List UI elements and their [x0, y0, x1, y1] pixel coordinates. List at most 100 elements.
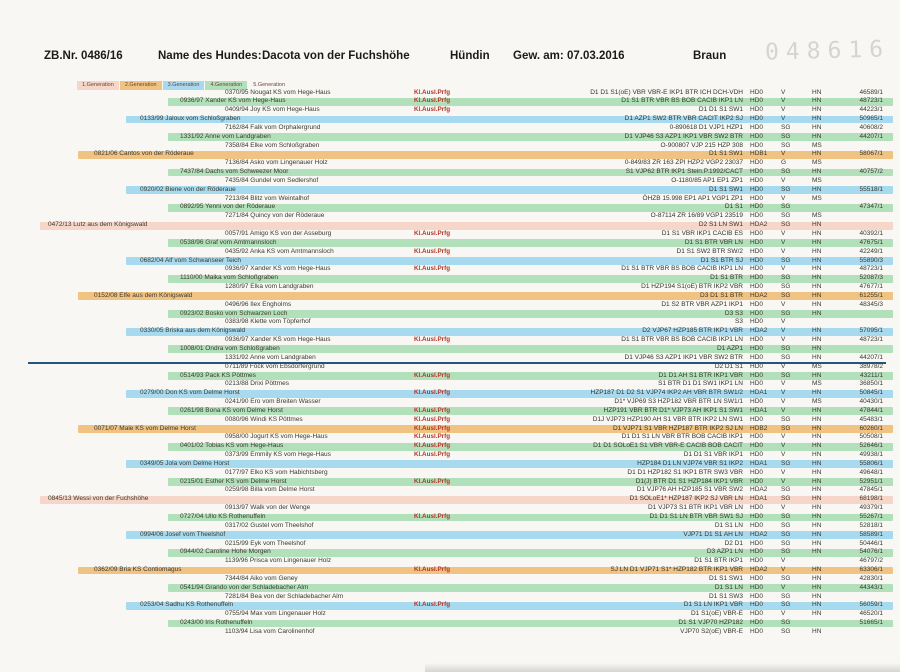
ancestor-name: 7344/84 Aiko vom Geney	[225, 574, 298, 582]
pedigree-row: 0279/00 Don KS vom Delme Horst Kl.Ausl.Pr…	[0, 389, 900, 398]
pedigree-row: 0936/97 Xander KS vom Hege-Haus Kl.Ausl.P…	[0, 265, 900, 274]
pedigree-row: 0538/96 Graf vom Amtmannsloch D1 S1 BTR V…	[0, 239, 900, 248]
hd-value: HD0	[750, 159, 764, 167]
titles-and-tests: D1 D1 HZP182 S1 IKP1 BTR SW3 VBR	[627, 468, 743, 476]
registry-value: MS	[812, 362, 822, 370]
hd-value: HD0	[750, 141, 764, 149]
kl-ausl-prfg-label: Kl.Ausl.Prfg	[414, 389, 451, 397]
pedigree-row: 7213/84 Blitz vom Weintalhof ÖHZB 15.998 …	[0, 195, 900, 204]
ancestor-name: 0349/05 Jola vom Delme Horst	[140, 459, 230, 467]
hd-value: HD0	[750, 300, 764, 308]
ancestor-name: 7435/84 Gundel vom Sedlershof	[225, 176, 319, 184]
generation-legend: 1.Generation 2.Generation 3.Generation 4.Ge…	[77, 73, 291, 91]
ancestor-name: 0080/96 Windi KS Pöttmes	[225, 415, 303, 423]
hd-value: HD0	[750, 212, 764, 220]
hd-value: HD0	[750, 398, 764, 406]
ancestor-name: 0279/00 Don KS vom Delme Horst	[140, 389, 240, 397]
ancestor-name: 0370/95 Nougat KS vom Hege-Haus	[225, 88, 331, 96]
hd-value: HDA2	[750, 221, 768, 229]
ancestor-name: 0755/94 Max vom Lingenauer Holz	[225, 610, 326, 618]
kl-ausl-prfg-label: Kl.Ausl.Prfg	[414, 97, 451, 105]
grade-value: V	[781, 327, 786, 335]
ancestor-name: 0821/06 Cantos von der Röderaue	[94, 150, 194, 158]
hd-value: HD0	[750, 176, 764, 184]
pedigree-row: 0259/98 Billa vom Delme Horst D1 VJP76 AH…	[0, 486, 900, 495]
grade-value: V	[781, 176, 786, 184]
kl-ausl-prfg-label: Kl.Ausl.Prfg	[414, 451, 451, 459]
ancestor-name: 0711/89 Fock vom Ebsdorfergrund	[225, 362, 325, 370]
grade-value: V	[781, 247, 786, 255]
pedigree-row: 1103/94 Lisa vom Carolinenhof VJP70 S2(oE…	[0, 628, 900, 637]
grade-value: SG	[781, 521, 791, 529]
zb-number-value: 40430/1	[859, 398, 884, 406]
zb-number-value: 57095/1	[859, 327, 884, 335]
grade-value: V	[781, 150, 786, 158]
titles-and-tests: D3 S3	[724, 309, 743, 317]
pedigree-row: 0958/00 Jogurt KS vom Hege-Haus Kl.Ausl.P…	[0, 433, 900, 442]
zb-number-value: 42249/1	[859, 247, 884, 255]
titles-and-tests: HZP184 D1 LN VJP74 VBR S1 IKP2	[637, 459, 743, 467]
titles-and-tests: D1(J) BTR D1 S1 HZP184 IKP1 VBR	[635, 477, 743, 485]
ancestor-name: 0330/05 Briska aus dem Königswald	[140, 327, 246, 335]
legend-item: 4.Generation	[205, 80, 248, 90]
ancestor-name: 7162/84 Falk vom Orphalergrund	[225, 123, 321, 131]
ancestor-name: 0261/98 Bona KS vom Delme Horst	[180, 406, 283, 414]
perforation-number: 048616	[764, 36, 891, 66]
generation-band	[168, 274, 893, 283]
registry-value: HN	[812, 106, 822, 114]
hd-value: HD0	[750, 601, 764, 609]
ancestor-name: 1331/92 Anne vom Landgraben	[180, 132, 271, 140]
grade-value: V	[781, 115, 786, 123]
titles-and-tests: VJP70 S2(oE) VBR-E	[680, 627, 743, 635]
hd-value: HDB2	[750, 424, 768, 432]
hd-value: HD0	[750, 132, 764, 140]
grade-value: V	[781, 389, 786, 397]
ancestor-name: 7358/84 Elke vom Schloßgraben	[225, 141, 320, 149]
sire-dam-divider	[28, 362, 886, 364]
titles-and-tests: D2 VJP67 HZP185 BTR IKP1 VBR	[642, 327, 743, 335]
generation-band	[168, 513, 893, 522]
generation-band	[168, 548, 893, 557]
zb-number-value: 55890/3	[859, 256, 884, 264]
zb-number-value: 47845/1	[859, 486, 884, 494]
titles-and-tests: D1 S1	[724, 203, 743, 211]
legend-item: 3.Generation	[162, 80, 205, 90]
pedigree-row: 0711/89 Fock vom Ebsdorfergrund D2 D1 S1 H…	[0, 363, 900, 372]
generation-band	[168, 97, 893, 106]
generation-band	[168, 478, 893, 486]
registry-value: HN	[812, 344, 822, 352]
kl-ausl-prfg-label: Kl.Ausl.Prfg	[414, 513, 451, 520]
grade-value: V	[781, 504, 786, 512]
titles-and-tests: D1 S1 BTR VBR LN	[684, 238, 743, 246]
grade-value: V	[781, 477, 786, 485]
pedigree-rows: 0370/95 Nougat KS vom Hege-Haus Kl.Ausl.P…	[0, 89, 900, 637]
grade-value: SG	[781, 619, 791, 627]
hd-value: HD0	[750, 433, 764, 441]
titles-and-tests: D1 S1 SW2 BTR SW/2	[676, 247, 743, 255]
pedigree-row: 0261/98 Bona KS vom Delme Horst Kl.Ausl.P…	[0, 407, 900, 416]
zb-number-value: 45483/1	[859, 415, 884, 423]
pedigree-row: 0057/91 Amigo KS von der Asseburg Kl.Ausl…	[0, 230, 900, 239]
grade-value: SG	[781, 283, 791, 291]
grade-value: V	[781, 106, 786, 114]
pedigree-row: 0435/92 Anka KS vom Amtmannsloch Kl.Ausl.…	[0, 248, 900, 257]
pedigree-row: 7271/84 Quincy von der Röderaue O-87114 Z…	[0, 212, 900, 221]
hd-value: HD0	[750, 557, 764, 565]
grade-value: V	[781, 468, 786, 476]
grade-value: V	[781, 566, 786, 574]
pedigree-row: 7437/84 Dachs vom Schweezer Moor S1 VJP62…	[0, 168, 900, 177]
titles-and-tests: O-900807 VJP 215 HZP 308	[660, 141, 743, 149]
kl-ausl-prfg-label: Kl.Ausl.Prfg	[414, 106, 451, 114]
zb-number-value: 46520/1	[859, 610, 884, 618]
grade-value: V	[781, 194, 786, 202]
grade-value: SG	[781, 168, 791, 176]
hd-value: HDA2	[750, 530, 768, 538]
zb-number-value: 50965/1	[859, 115, 884, 123]
zb-number-value: 48345/3	[859, 300, 884, 308]
kl-ausl-prfg-label: Kl.Ausl.Prfg	[414, 247, 451, 255]
hd-value: HDA2	[750, 291, 768, 299]
registry-value: HN	[812, 539, 822, 547]
grade-value: SG	[781, 424, 791, 432]
generation-band	[168, 310, 893, 318]
pedigree-row: 0080/96 Windi KS Pöttmes Kl.Ausl.Prfg D1J …	[0, 416, 900, 425]
